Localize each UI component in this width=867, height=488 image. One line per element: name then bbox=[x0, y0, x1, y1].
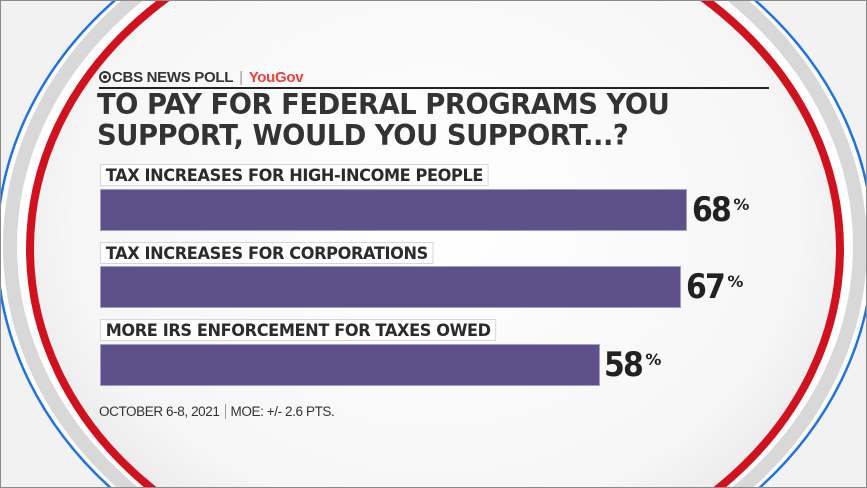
chart-title: TO PAY FOR FEDERAL PROGRAMS YOU SUPPORT,… bbox=[97, 89, 759, 151]
title-line-2: SUPPORT, WOULD YOU SUPPORT...? bbox=[97, 119, 629, 152]
value-label: 58 % bbox=[604, 344, 661, 386]
value-number: 67 bbox=[686, 267, 726, 307]
bar-high-income bbox=[100, 189, 687, 231]
poll-brand: CBS NEWS POLL | YouGov bbox=[99, 68, 304, 86]
title-rule bbox=[99, 87, 769, 89]
value-unit: % bbox=[727, 272, 744, 291]
brand-separator: | bbox=[239, 68, 243, 86]
row-label: TAX INCREASES FOR HIGH-INCOME PEOPLE bbox=[100, 164, 489, 186]
bar-irs-enforcement bbox=[100, 344, 600, 386]
margin-of-error: MOE: +/- 2.6 PTS. bbox=[230, 404, 335, 419]
footnote-separator bbox=[224, 404, 226, 419]
value-unit: % bbox=[733, 195, 750, 214]
bar-corporations bbox=[100, 266, 681, 308]
brand-partner: YouGov bbox=[248, 68, 304, 86]
footnote: OCTOBER 6-8, 2021 MOE: +/- 2.6 PTS. bbox=[99, 404, 335, 419]
title-line-1: TO PAY FOR FEDERAL PROGRAMS YOU bbox=[97, 88, 670, 121]
value-number: 58 bbox=[604, 345, 644, 385]
poll-dates: OCTOBER 6-8, 2021 bbox=[99, 404, 220, 419]
value-unit: % bbox=[645, 350, 662, 369]
row-label: TAX INCREASES FOR CORPORATIONS bbox=[100, 242, 434, 264]
grey-bevel-ring bbox=[3, 1, 866, 487]
brand-network: CBS NEWS POLL bbox=[112, 68, 234, 86]
value-label: 68 % bbox=[692, 189, 749, 231]
value-number: 68 bbox=[692, 190, 732, 230]
value-label: 67 % bbox=[686, 266, 743, 308]
cbs-eye-icon bbox=[99, 71, 111, 83]
row-label: MORE IRS ENFORCEMENT FOR TAXES OWED bbox=[100, 319, 497, 341]
